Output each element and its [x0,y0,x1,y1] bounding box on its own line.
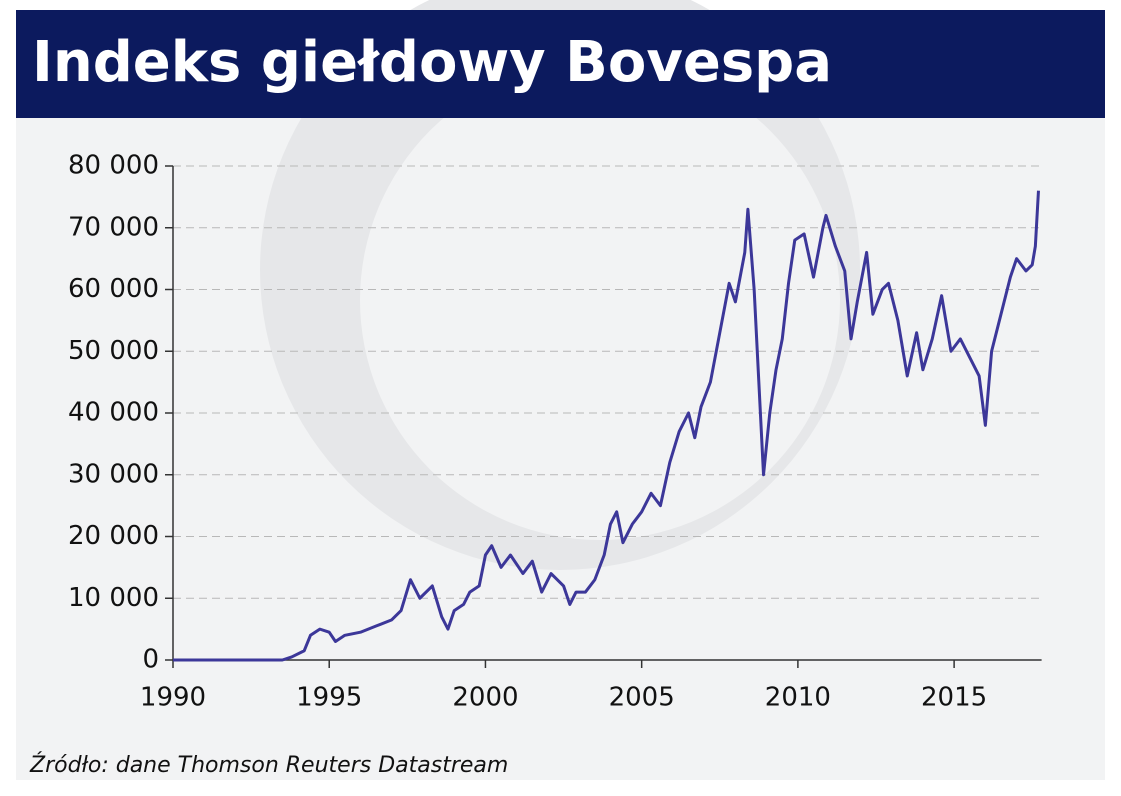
y-tick-label: 40 000 [68,398,159,428]
y-tick-label: 80 000 [68,151,159,181]
x-tick-label: 1995 [296,683,362,713]
data-line [173,190,1040,662]
y-tick-label: 10 000 [68,583,159,613]
x-tick-label: 2010 [765,683,831,713]
header [16,10,1105,118]
source: Źródło: dane Thomson Reuters Datastream [29,752,508,778]
x-tick-label: 2000 [452,683,518,713]
x-tick-label: 2005 [609,683,675,713]
y-tick-label: 20 000 [68,521,159,551]
y-tick-label: 0 [142,645,159,675]
y-tick-label: 50 000 [68,336,159,366]
x-tick-label: 2015 [921,683,987,713]
chart-title: Indeks giełdowy Bovespa [32,30,832,95]
watermark [360,60,840,540]
x-tick-label: 1990 [140,683,206,713]
y-tick-label: 70 000 [68,212,159,242]
y-tick-label: 60 000 [68,274,159,304]
y-tick-label: 30 000 [68,459,159,489]
